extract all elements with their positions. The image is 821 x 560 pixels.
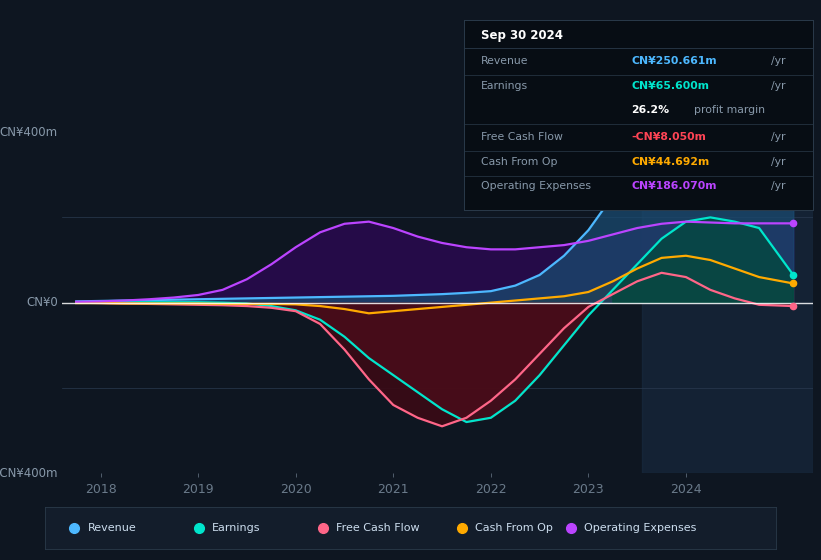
Text: profit margin: profit margin (695, 105, 765, 115)
Text: Earnings: Earnings (212, 523, 260, 533)
Text: Operating Expenses: Operating Expenses (585, 523, 697, 533)
Text: Revenue: Revenue (481, 56, 529, 66)
Text: CN¥250.661m: CN¥250.661m (631, 56, 717, 66)
Text: -CN¥400m: -CN¥400m (0, 466, 57, 480)
Text: -CN¥8.050m: -CN¥8.050m (631, 132, 706, 142)
Text: CN¥0: CN¥0 (26, 296, 57, 309)
Text: /yr: /yr (771, 81, 786, 91)
Text: CN¥400m: CN¥400m (0, 125, 57, 139)
Text: Earnings: Earnings (481, 81, 529, 91)
Text: Sep 30 2024: Sep 30 2024 (481, 29, 563, 42)
Text: Free Cash Flow: Free Cash Flow (481, 132, 563, 142)
Text: /yr: /yr (771, 157, 786, 167)
Text: Revenue: Revenue (88, 523, 136, 533)
Text: 26.2%: 26.2% (631, 105, 669, 115)
Text: Operating Expenses: Operating Expenses (481, 181, 591, 192)
Text: Cash From Op: Cash From Op (475, 523, 553, 533)
Bar (642, 98, 813, 473)
Text: /yr: /yr (771, 181, 786, 192)
Text: Free Cash Flow: Free Cash Flow (336, 523, 420, 533)
Text: CN¥44.692m: CN¥44.692m (631, 157, 709, 167)
Text: CN¥65.600m: CN¥65.600m (631, 81, 709, 91)
Text: Cash From Op: Cash From Op (481, 157, 557, 167)
Text: CN¥186.070m: CN¥186.070m (631, 181, 717, 192)
Text: /yr: /yr (771, 56, 786, 66)
Text: /yr: /yr (771, 132, 786, 142)
